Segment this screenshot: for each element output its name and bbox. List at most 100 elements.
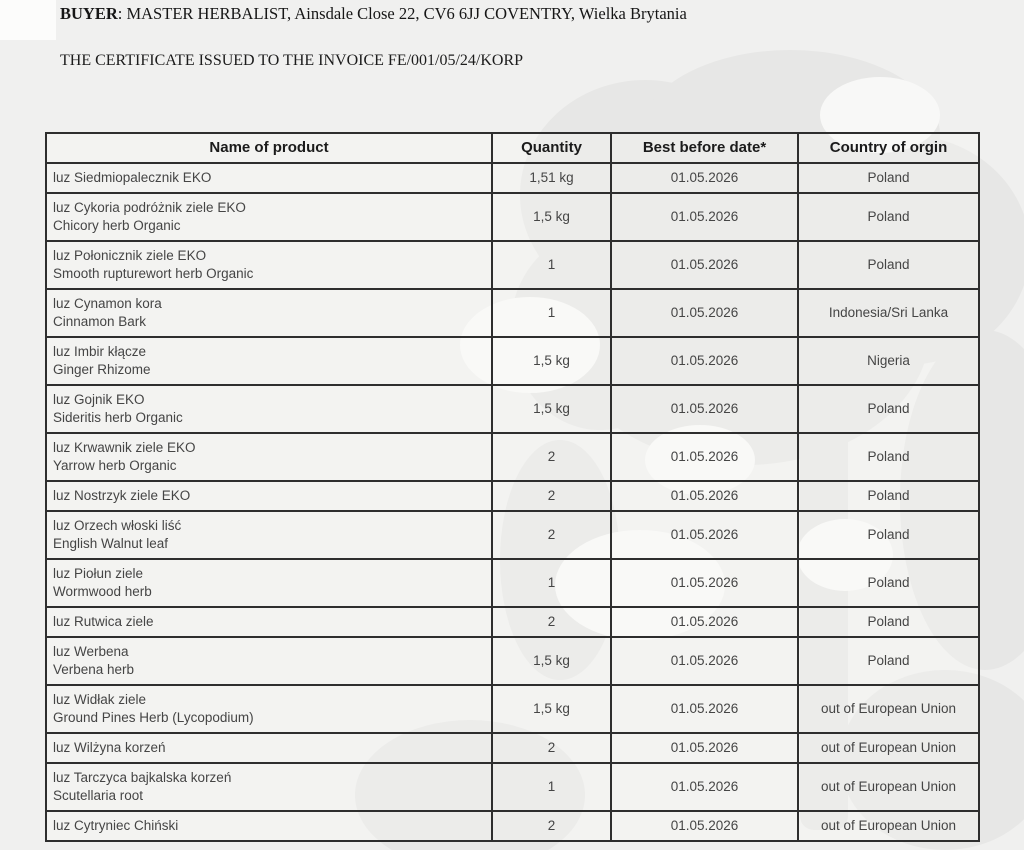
product-name-cell: luz Piołun ziele Wormwood herb xyxy=(45,558,493,608)
product-name-line: Smooth rupturewort herb Organic xyxy=(53,266,254,281)
table-row: luz Gojnik EKO Sideritis herb Organic 1,5… xyxy=(45,384,980,434)
country-cell: out of European Union xyxy=(797,810,980,842)
product-name-cell: luz Tarczyca bajkalska korzeń Scutellaria… xyxy=(45,762,493,812)
product-name-cell: luz Wilżyna korzeń xyxy=(45,732,493,764)
quantity-cell: 1,5 kg xyxy=(491,684,612,734)
table-row: luz Piołun ziele Wormwood herb 1 01.05.20… xyxy=(45,558,980,608)
quantity-cell: 1 xyxy=(491,762,612,812)
table-row: luz Werbena Verbena herb 1,5 kg 01.05.202… xyxy=(45,636,980,686)
product-name-line: Ginger Rhizome xyxy=(53,362,151,377)
product-name-line: luz Orzech włoski liść xyxy=(53,518,182,533)
country-cell: Poland xyxy=(797,162,980,194)
buyer-line: BUYER: MASTER HERBALIST, Ainsdale Close … xyxy=(60,4,687,24)
product-name-line: luz Siedmiopalecznik EKO xyxy=(53,170,212,185)
quantity-cell: 1 xyxy=(491,288,612,338)
quantity-cell: 2 xyxy=(491,810,612,842)
quantity-cell: 1,5 kg xyxy=(491,384,612,434)
quantity-cell: 1 xyxy=(491,558,612,608)
table-header-row: Name of product Quantity Best before dat… xyxy=(45,132,980,164)
product-name-line: Yarrow herb Organic xyxy=(53,458,177,473)
product-name-line: luz Cytryniec Chiński xyxy=(53,818,179,833)
product-name-line: Scutellaria root xyxy=(53,788,144,803)
country-cell: Poland xyxy=(797,510,980,560)
table-row: luz Imbir kłącze Ginger Rhizome 1,5 kg 01… xyxy=(45,336,980,386)
product-name-line: luz Rutwica ziele xyxy=(53,614,154,629)
country-cell: Poland xyxy=(797,606,980,638)
product-name-line: luz Werbena xyxy=(53,644,129,659)
table-row: luz Cynamon kora Cinnamon Bark 1 01.05.20… xyxy=(45,288,980,338)
best-before-cell: 01.05.2026 xyxy=(610,762,799,812)
product-name-line: luz Piołun ziele xyxy=(53,566,144,581)
column-header-name: Name of product xyxy=(45,132,493,164)
table-row: luz Widłak ziele Ground Pines Herb (Lycop… xyxy=(45,684,980,734)
best-before-cell: 01.05.2026 xyxy=(610,192,799,242)
scan-artifact-corner xyxy=(0,0,56,40)
best-before-cell: 01.05.2026 xyxy=(610,558,799,608)
quantity-cell: 2 xyxy=(491,606,612,638)
product-name-line: luz Cynamon kora xyxy=(53,296,162,311)
buyer-label: BUYER xyxy=(60,4,118,23)
product-name-line: English Walnut leaf xyxy=(53,536,169,551)
product-name-cell: luz Cykoria podróżnik ziele EKO Chicory h… xyxy=(45,192,493,242)
quantity-cell: 2 xyxy=(491,510,612,560)
country-cell: Nigeria xyxy=(797,336,980,386)
table-row: luz Połonicznik ziele EKO Smooth rupturew… xyxy=(45,240,980,290)
best-before-cell: 01.05.2026 xyxy=(610,606,799,638)
table-row: luz Krwawnik ziele EKO Yarrow herb Organi… xyxy=(45,432,980,482)
product-name-line: luz Krwawnik ziele EKO xyxy=(53,440,196,455)
best-before-cell: 01.05.2026 xyxy=(610,288,799,338)
product-name-cell: luz Siedmiopalecznik EKO xyxy=(45,162,493,194)
product-name-line: luz Wilżyna korzeń xyxy=(53,740,166,755)
product-name-cell: luz Rutwica ziele xyxy=(45,606,493,638)
best-before-cell: 01.05.2026 xyxy=(610,240,799,290)
product-name-cell: luz Cynamon kora Cinnamon Bark xyxy=(45,288,493,338)
table-row: luz Cykoria podróżnik ziele EKO Chicory h… xyxy=(45,192,980,242)
quantity-cell: 1,5 kg xyxy=(491,636,612,686)
product-name-line: Cinnamon Bark xyxy=(53,314,147,329)
best-before-cell: 01.05.2026 xyxy=(610,432,799,482)
country-cell: Poland xyxy=(797,432,980,482)
product-name-line: luz Cykoria podróżnik ziele EKO xyxy=(53,200,246,215)
product-name-cell: luz Nostrzyk ziele EKO xyxy=(45,480,493,512)
product-name-cell: luz Orzech włoski liść English Walnut lea… xyxy=(45,510,493,560)
product-name-cell: luz Widłak ziele Ground Pines Herb (Lycop… xyxy=(45,684,493,734)
country-cell: Poland xyxy=(797,636,980,686)
buyer-details: : MASTER HERBALIST, Ainsdale Close 22, C… xyxy=(117,4,687,23)
product-name-line: luz Nostrzyk ziele EKO xyxy=(53,488,191,503)
country-cell: Indonesia/Sri Lanka xyxy=(797,288,980,338)
product-name-cell: luz Imbir kłącze Ginger Rhizome xyxy=(45,336,493,386)
quantity-cell: 2 xyxy=(491,732,612,764)
country-cell: Poland xyxy=(797,480,980,512)
product-name-line: Wormwood herb xyxy=(53,584,152,599)
table-row: luz Wilżyna korzeń 2 01.05.2026 out of E… xyxy=(45,732,980,764)
best-before-cell: 01.05.2026 xyxy=(610,810,799,842)
product-name-line: luz Widłak ziele xyxy=(53,692,147,707)
quantity-cell: 2 xyxy=(491,480,612,512)
column-header-quantity: Quantity xyxy=(491,132,612,164)
certificate-line: THE CERTIFICATE ISSUED TO THE INVOICE FE… xyxy=(60,52,524,69)
product-name-line: Chicory herb Organic xyxy=(53,218,181,233)
country-cell: Poland xyxy=(797,192,980,242)
product-name-cell: luz Gojnik EKO Sideritis herb Organic xyxy=(45,384,493,434)
table-body: luz Siedmiopalecznik EKO 1,51 kg 01.05.2… xyxy=(45,162,980,842)
quantity-cell: 1,5 kg xyxy=(491,192,612,242)
table-row: luz Tarczyca bajkalska korzeń Scutellaria… xyxy=(45,762,980,812)
product-name-cell: luz Cytryniec Chiński xyxy=(45,810,493,842)
table-row: luz Rutwica ziele 2 01.05.2026 Poland xyxy=(45,606,980,638)
table-row: luz Orzech włoski liść English Walnut lea… xyxy=(45,510,980,560)
product-name-line: Verbena herb xyxy=(53,662,135,677)
best-before-cell: 01.05.2026 xyxy=(610,684,799,734)
product-name-line: luz Gojnik EKO xyxy=(53,392,145,407)
product-name-cell: luz Werbena Verbena herb xyxy=(45,636,493,686)
product-name-line: Sideritis herb Organic xyxy=(53,410,183,425)
country-cell: out of European Union xyxy=(797,762,980,812)
country-cell: Poland xyxy=(797,384,980,434)
best-before-cell: 01.05.2026 xyxy=(610,336,799,386)
best-before-cell: 01.05.2026 xyxy=(610,384,799,434)
product-name-line: luz Połonicznik ziele EKO xyxy=(53,248,207,263)
quantity-cell: 1,5 kg xyxy=(491,336,612,386)
product-name-cell: luz Krwawnik ziele EKO Yarrow herb Organi… xyxy=(45,432,493,482)
quantity-cell: 1,51 kg xyxy=(491,162,612,194)
best-before-cell: 01.05.2026 xyxy=(610,510,799,560)
